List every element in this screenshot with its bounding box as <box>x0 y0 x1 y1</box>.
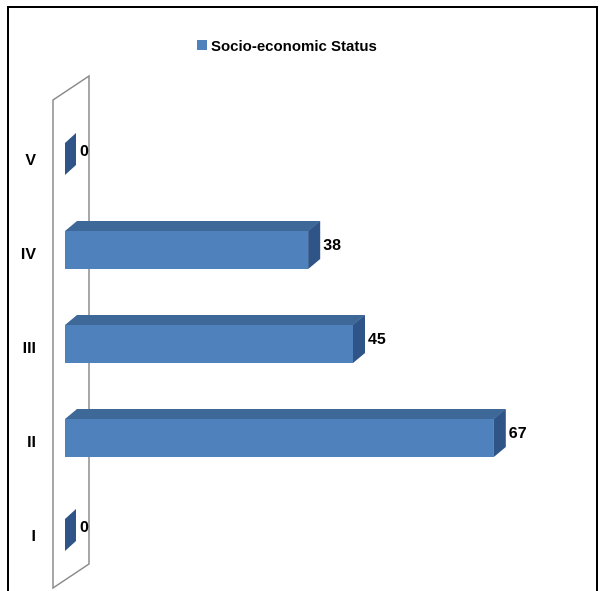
bar-ii <box>65 409 506 457</box>
legend: Socio-economic Status <box>197 38 377 55</box>
category-label-ii: II <box>27 434 36 451</box>
data-label-v: 0 <box>80 143 89 160</box>
category-label-i: I <box>32 528 36 545</box>
bar-top-iv <box>65 221 321 231</box>
bar-side-iv <box>308 221 321 269</box>
data-labels: 0 67 45 38 0 <box>80 143 527 536</box>
bar-v <box>65 133 76 175</box>
bar-top-ii <box>65 409 506 419</box>
bar-top-iii <box>65 315 365 325</box>
category-label-iii: III <box>23 340 36 357</box>
data-label-ii: 67 <box>509 425 527 442</box>
category-label-iv: IV <box>21 246 36 263</box>
bar-front-iii <box>65 325 353 363</box>
bar-side-ii <box>493 409 506 457</box>
bar-front-iv <box>65 231 309 269</box>
data-label-iii: 45 <box>368 331 386 348</box>
category-label-v: V <box>25 152 36 169</box>
legend-swatch <box>197 40 207 50</box>
chart-frame <box>7 6 598 591</box>
bar-i <box>65 509 76 551</box>
bar-sliver-i <box>65 509 76 551</box>
bar-front-ii <box>65 419 494 457</box>
bar-iv <box>65 221 321 269</box>
legend-label: Socio-economic Status <box>211 38 377 55</box>
bar-sliver-v <box>65 133 76 175</box>
data-label-iv: 38 <box>323 237 341 254</box>
bar-iii <box>65 315 365 363</box>
bar-side-iii <box>353 315 365 363</box>
data-label-i: 0 <box>80 519 89 536</box>
bars <box>65 133 506 551</box>
